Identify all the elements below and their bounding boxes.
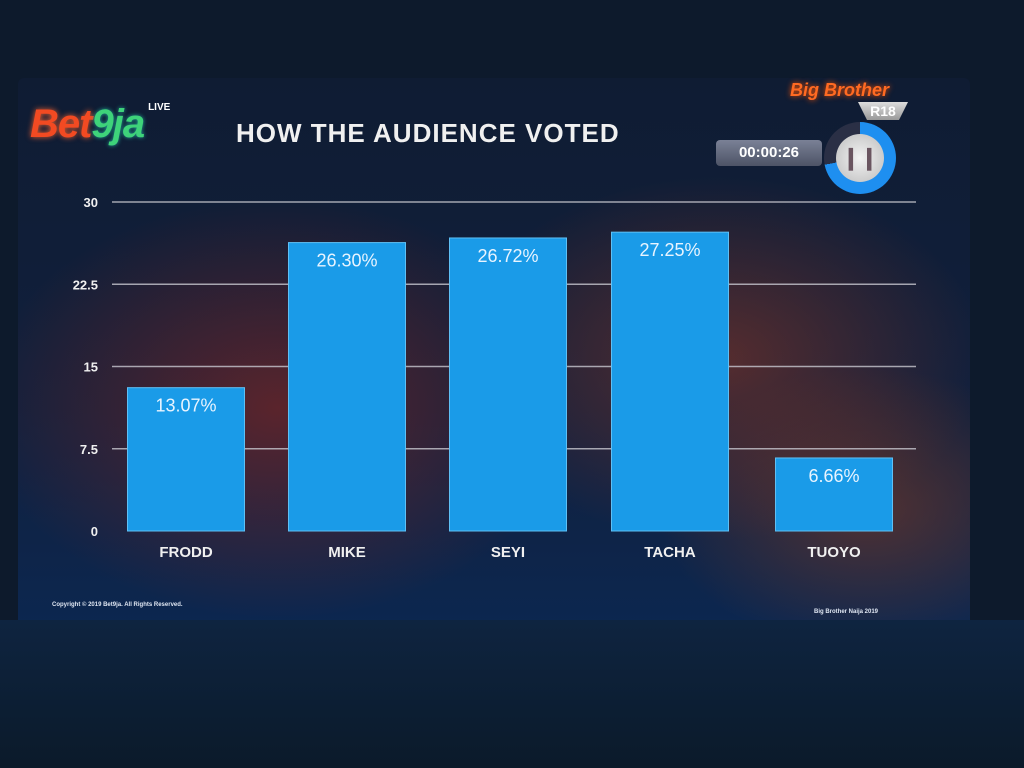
copyright-text: Copyright © 2019 Bet9ja. All Rights Rese… xyxy=(52,602,183,608)
bet9ja-logo: Bet9ja LIVE xyxy=(30,102,170,147)
bar-tuoyo xyxy=(775,457,893,532)
bar-seyi xyxy=(449,237,567,532)
logo-bet: Bet xyxy=(30,102,92,146)
data-label: 26.72% xyxy=(477,246,538,266)
x-tick-label: TUOYO xyxy=(807,544,861,561)
data-label: 6.66% xyxy=(808,466,859,486)
logo-live: LIVE xyxy=(148,102,171,113)
y-tick-label: 15 xyxy=(84,360,98,375)
logo-9ja: 9ja xyxy=(91,102,145,146)
elapsed-timer: 00:00:26 xyxy=(716,140,822,166)
bar-tacha xyxy=(611,231,729,532)
data-label: 26.30% xyxy=(316,251,377,271)
data-label: 13.07% xyxy=(155,396,216,416)
x-tick-label: FRODD xyxy=(159,544,212,561)
y-tick-label: 22.5 xyxy=(73,277,98,292)
room-background xyxy=(0,620,1024,768)
bar-frodd xyxy=(127,387,245,532)
x-tick-label: MIKE xyxy=(328,544,366,561)
chart-title: HOW THE AUDIENCE VOTED xyxy=(236,118,620,148)
y-tick-label: 0 xyxy=(91,524,98,539)
rating-badge: R18 xyxy=(858,102,908,120)
x-tick-label: TACHA xyxy=(644,544,696,561)
bar-mike xyxy=(288,242,406,532)
data-label: 27.25% xyxy=(639,240,700,260)
show-credit-text: Big Brother Naija 2019 xyxy=(814,609,879,615)
y-tick-label: 7.5 xyxy=(80,442,98,457)
playback-progress-ring[interactable]: ❙❙ xyxy=(824,122,896,194)
y-tick-label: 30 xyxy=(84,195,98,210)
pause-icon[interactable]: ❙❙ xyxy=(836,134,884,182)
x-tick-label: SEYI xyxy=(491,544,525,561)
show-logo: Big Brother xyxy=(790,80,889,100)
